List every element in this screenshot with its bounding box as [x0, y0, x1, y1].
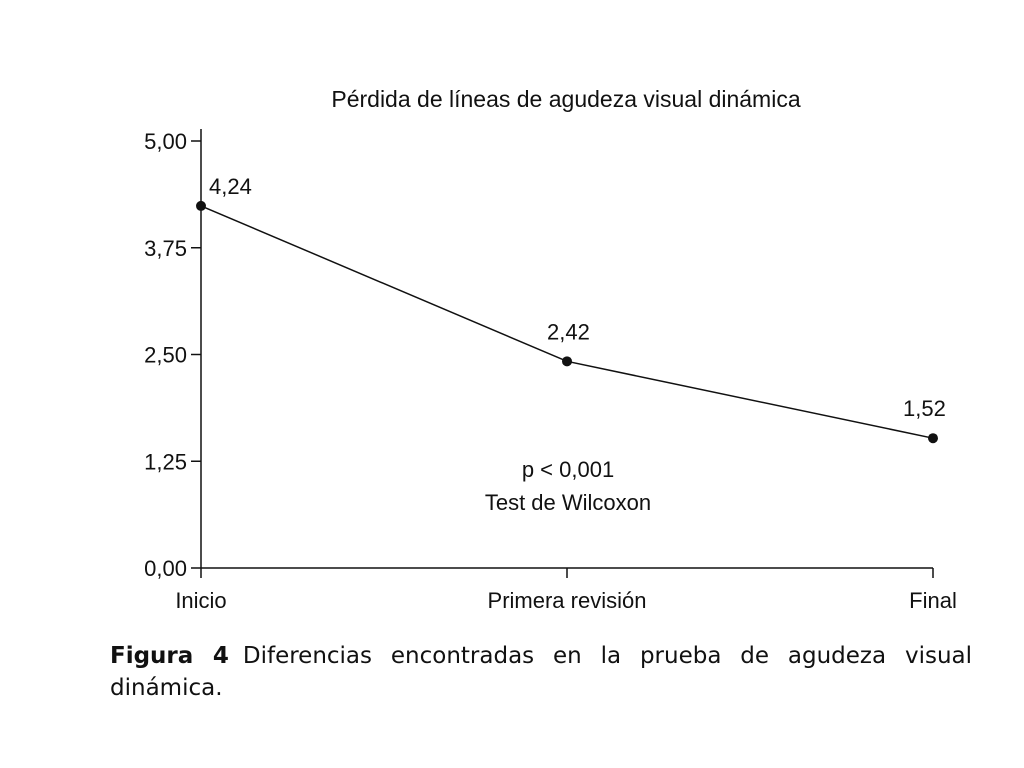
y-tick-label: 2,50 — [144, 343, 187, 368]
data-point — [928, 433, 938, 444]
data-label: 4,24 — [209, 174, 252, 199]
y-tick-label: 5,00 — [144, 129, 187, 154]
figure-caption-text: Diferencias encontradas en la prueba de … — [110, 643, 973, 701]
x-tick-label: Final — [909, 588, 957, 613]
axes: 0,00 1,25 2,50 3,75 5,00 Inicio Primera revisi… — [144, 129, 957, 613]
chart-title: Pérdida de líneas de agudeza visual diná… — [331, 86, 800, 112]
x-tick-label: Primera revisión — [488, 588, 647, 613]
data-point — [562, 356, 572, 367]
line-chart: Pérdida de líneas de agudeza visual diná… — [144, 86, 957, 613]
x-tick-label: Inicio — [175, 588, 226, 613]
series-marks: 4,24 2,42 1,52 — [196, 174, 946, 444]
y-tick-label: 1,25 — [144, 449, 187, 474]
y-tick-label: 3,75 — [144, 236, 187, 261]
y-tick-label: 0,00 — [144, 556, 187, 581]
annotation-line-2: Test de Wilcoxon — [485, 490, 651, 515]
data-label: 1,52 — [903, 396, 946, 421]
data-label: 2,42 — [547, 319, 590, 344]
annotation-line-1: p < 0,001 — [522, 457, 614, 482]
figure-label: Figura 4 — [110, 643, 229, 669]
figure-caption: Figura 4 Diferencias encontradas en la pr… — [110, 640, 972, 704]
data-point — [196, 200, 206, 211]
